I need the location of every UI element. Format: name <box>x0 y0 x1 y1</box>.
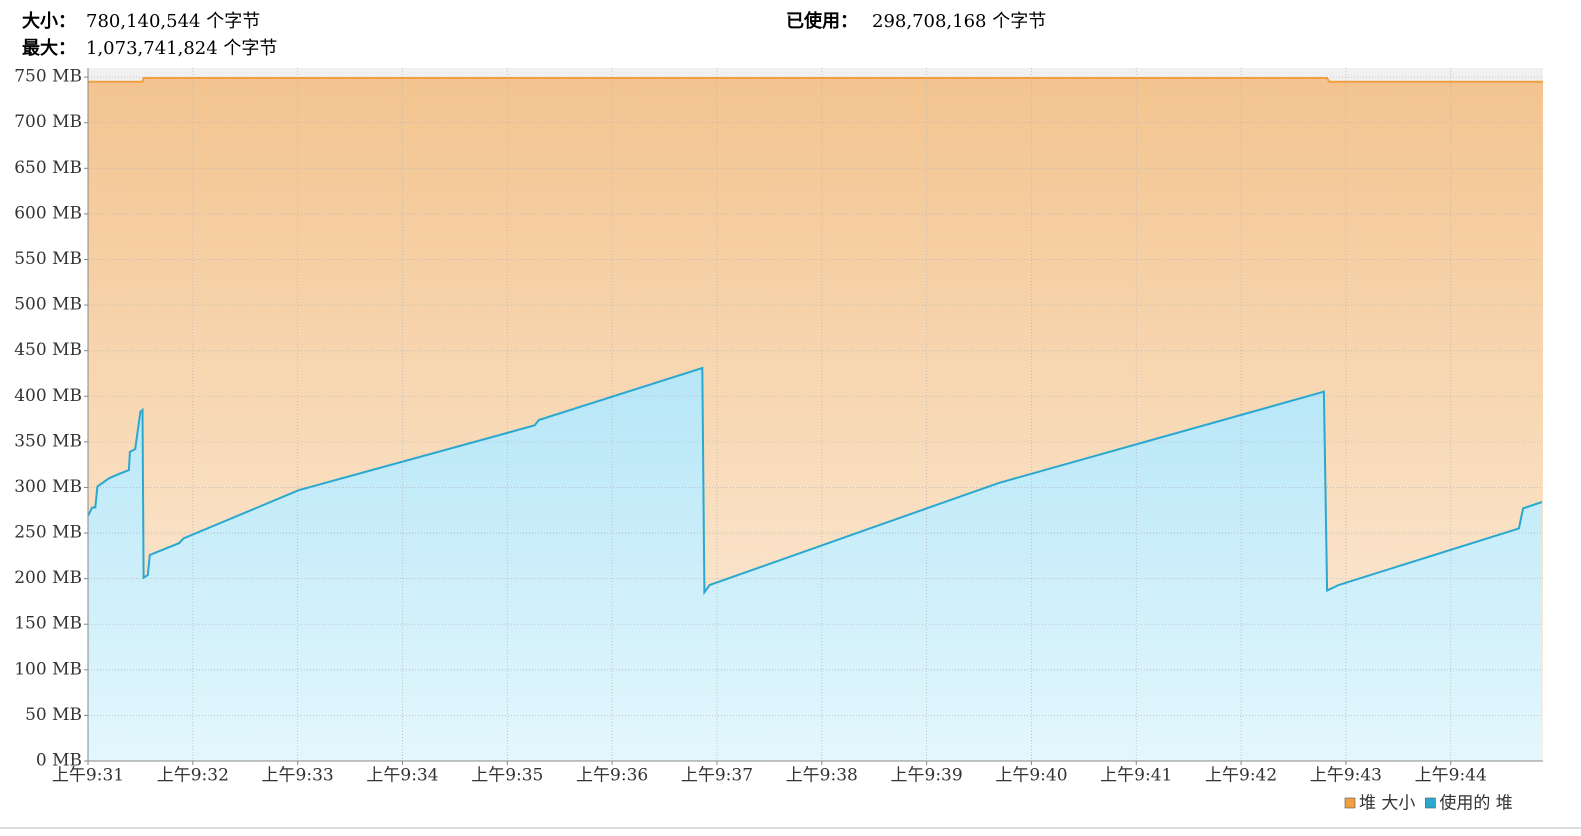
x-tick-label: 上午9:42 <box>1205 766 1277 786</box>
stat-label: 大小： <box>22 10 76 32</box>
y-tick-label: 550 MB <box>14 249 82 269</box>
legend-label: 堆 大小 <box>1359 794 1415 814</box>
y-tick-label: 750 MB <box>14 67 82 87</box>
x-tick-label: 上午9:44 <box>1415 766 1487 786</box>
stat-label: 最大： <box>22 37 76 59</box>
x-tick-label: 上午9:36 <box>576 766 648 786</box>
y-tick-label: 650 MB <box>14 158 82 178</box>
y-tick-label: 400 MB <box>14 386 82 406</box>
x-tick-label: 上午9:31 <box>52 766 124 786</box>
y-tick-label: 350 MB <box>14 431 82 451</box>
y-tick-label: 600 MB <box>14 203 82 223</box>
y-tick-label: 300 MB <box>14 477 82 497</box>
area-fill <box>88 368 1542 761</box>
stat-value: 780,140,544 个字节 <box>86 11 260 32</box>
y-tick-label: 500 MB <box>14 295 82 315</box>
x-tick-label: 上午9:37 <box>681 766 753 786</box>
x-tick-label: 上午9:43 <box>1310 766 1382 786</box>
x-tick-label: 上午9:38 <box>786 766 858 786</box>
series-line <box>88 77 1543 83</box>
y-tick-label: 100 MB <box>14 659 82 679</box>
x-tick-label: 上午9:34 <box>366 766 438 786</box>
y-tick-label: 0 MB <box>36 751 82 771</box>
stat-value: 1,073,741,824 个字节 <box>86 38 277 59</box>
stat-value: 298,708,168 个字节 <box>872 11 1046 32</box>
y-tick-label: 250 MB <box>14 523 82 543</box>
x-tick-label: 上午9:35 <box>471 766 543 786</box>
x-tick-label: 上午9:33 <box>262 766 334 786</box>
x-tick-label: 上午9:32 <box>157 766 229 786</box>
y-tick-label: 200 MB <box>14 568 82 588</box>
x-tick-label: 上午9:41 <box>1100 766 1172 786</box>
x-tick-label: 上午9:39 <box>891 766 963 786</box>
x-tick-label: 上午9:40 <box>995 766 1067 786</box>
series-line <box>87 366 1543 596</box>
stat-label: 已使用： <box>786 11 858 32</box>
y-tick-label: 50 MB <box>25 705 82 725</box>
y-tick-label: 450 MB <box>14 340 82 360</box>
legend-swatch <box>1344 797 1356 809</box>
y-tick-label: 700 MB <box>14 112 82 132</box>
y-tick-label: 150 MB <box>14 614 82 634</box>
legend-label: 使用的 堆 <box>1439 793 1512 814</box>
legend-swatch <box>1425 797 1436 809</box>
